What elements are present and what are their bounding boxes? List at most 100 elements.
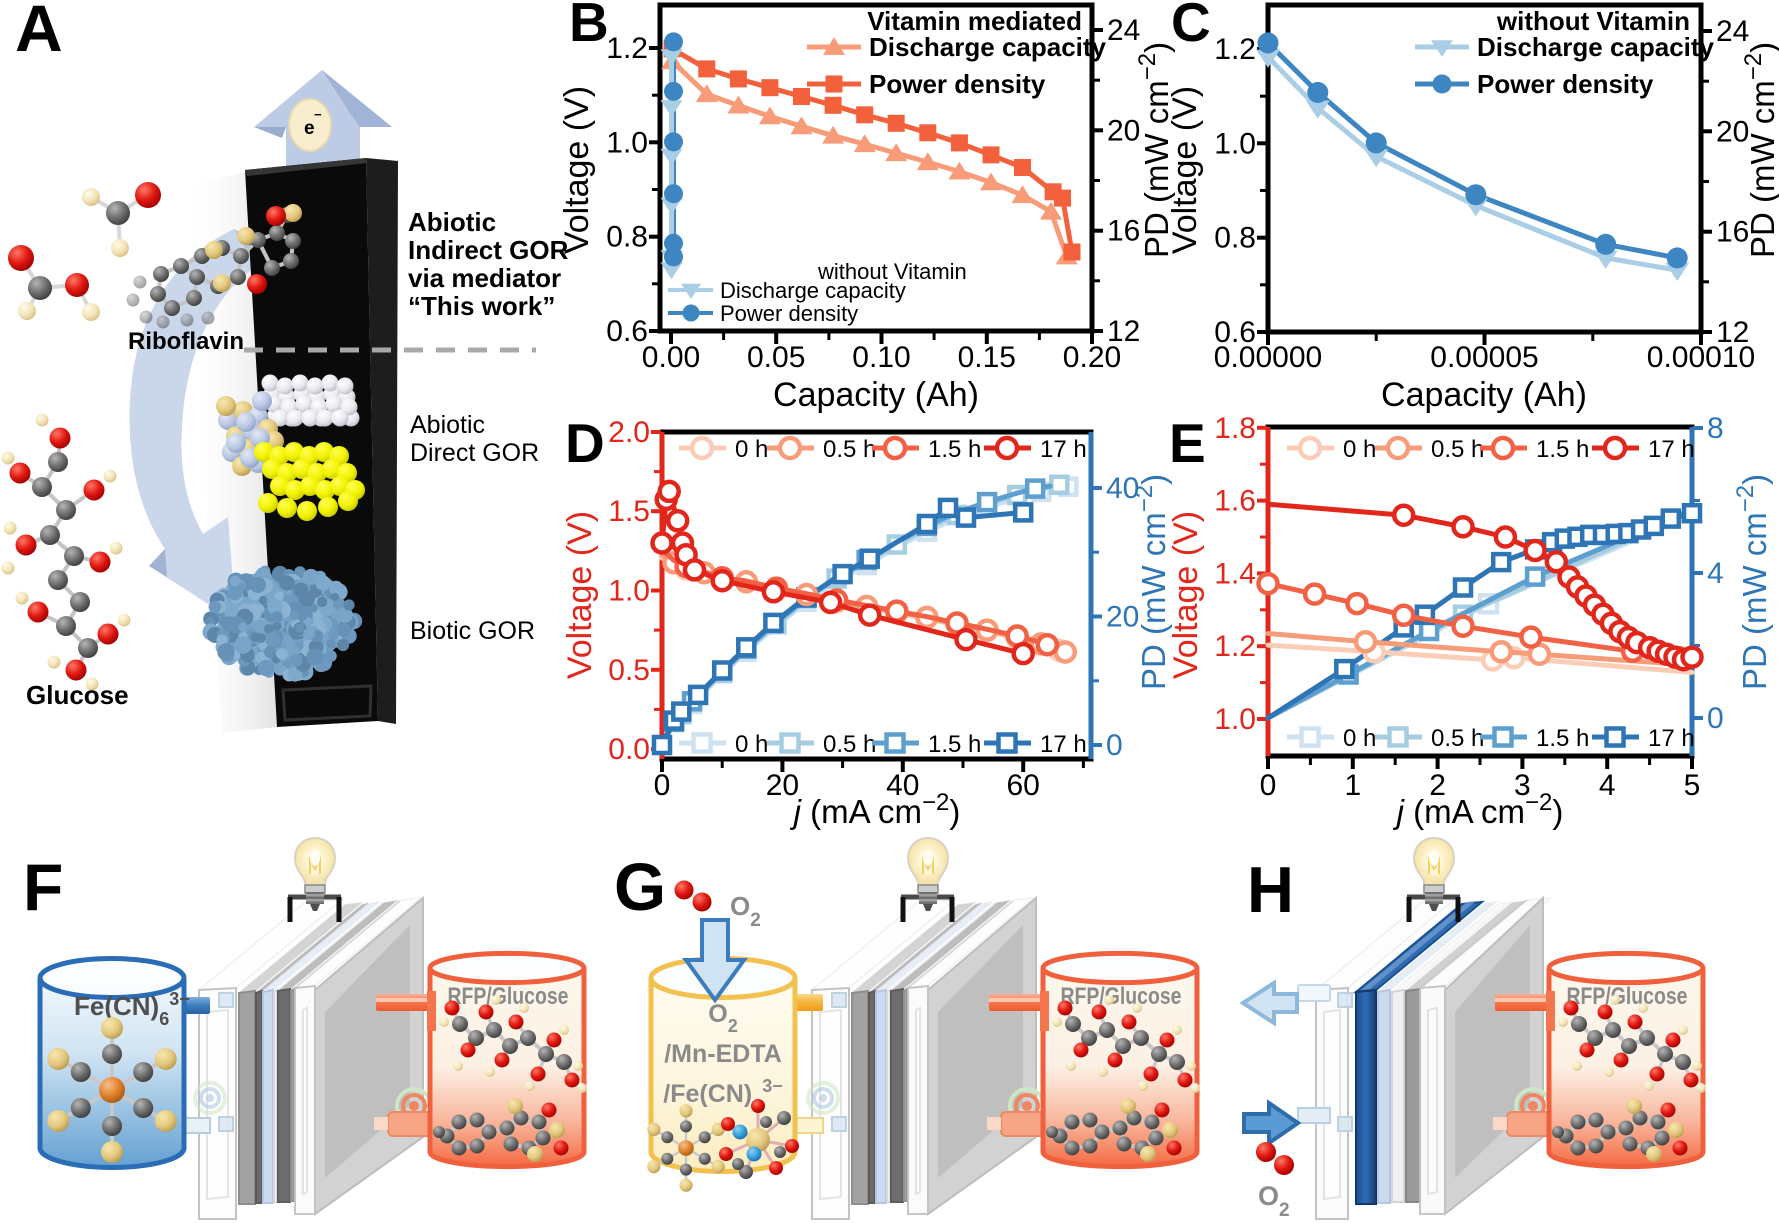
svg-text:40: 40	[1106, 472, 1139, 505]
svg-text:Indirect GOR: Indirect GOR	[408, 235, 569, 265]
svg-text:E: E	[1169, 412, 1206, 474]
svg-text:2: 2	[1429, 769, 1446, 802]
svg-text:0.6: 0.6	[1214, 316, 1256, 349]
svg-text:20: 20	[766, 769, 799, 802]
svg-text:H: H	[1247, 853, 1294, 926]
svg-text:1.0: 1.0	[1214, 703, 1256, 736]
svg-text:0.5 h: 0.5 h	[823, 436, 876, 463]
svg-text:2.0: 2.0	[608, 416, 650, 449]
svg-text:0.00000: 0.00000	[1214, 341, 1322, 374]
svg-text:e: e	[304, 118, 315, 139]
svg-text:0: 0	[1106, 729, 1123, 762]
svg-text:0.5 h: 0.5 h	[1431, 725, 1484, 752]
svg-text:Capacity (Ah): Capacity (Ah)	[773, 376, 979, 414]
svg-text:4: 4	[1599, 769, 1616, 802]
svg-text:0 h: 0 h	[1343, 436, 1376, 463]
svg-text:Glucose: Glucose	[26, 680, 129, 710]
svg-text:Voltage (V): Voltage (V)	[1166, 86, 1204, 254]
svg-text:0.5 h: 0.5 h	[823, 731, 876, 758]
svg-text:1.5 h: 1.5 h	[1536, 436, 1589, 463]
svg-text:60: 60	[1007, 769, 1040, 802]
svg-text:16: 16	[1107, 215, 1140, 248]
svg-text:0 h: 0 h	[1343, 725, 1376, 752]
svg-text:0.10: 0.10	[852, 341, 910, 374]
svg-text:0.05: 0.05	[747, 341, 805, 374]
svg-text:1.2: 1.2	[1214, 33, 1256, 66]
svg-text:A: A	[15, 0, 63, 65]
svg-text:0.6: 0.6	[606, 315, 648, 348]
svg-text:RFP/Glucose: RFP/Glucose	[1567, 983, 1688, 1010]
svg-text:Capacity (Ah): Capacity (Ah)	[1381, 376, 1587, 414]
svg-text:40: 40	[886, 769, 919, 802]
svg-text:0.00010: 0.00010	[1647, 341, 1755, 374]
svg-text:0: 0	[1260, 769, 1277, 802]
svg-text:0.5: 0.5	[608, 654, 650, 687]
svg-text:1.5: 1.5	[608, 495, 650, 528]
svg-text:1.2: 1.2	[606, 32, 648, 65]
svg-text:20: 20	[1106, 601, 1139, 634]
svg-text:Discharge capacity: Discharge capacity	[869, 32, 1107, 62]
svg-text:1: 1	[1344, 769, 1361, 802]
svg-text:Biotic GOR: Biotic GOR	[410, 617, 535, 645]
svg-text:20: 20	[1107, 114, 1140, 147]
svg-text:−: −	[314, 107, 322, 122]
svg-text:24: 24	[1716, 15, 1749, 48]
svg-text:without Vitamin: without Vitamin	[817, 259, 967, 284]
svg-text:0.0: 0.0	[608, 733, 650, 766]
svg-text:0.00005: 0.00005	[1430, 341, 1538, 374]
svg-text:0 h: 0 h	[735, 731, 768, 758]
svg-text:3: 3	[1514, 769, 1531, 802]
svg-text:1.5 h: 1.5 h	[928, 731, 981, 758]
svg-text:0.8: 0.8	[606, 221, 648, 254]
svg-text:PD (mW cm−2): PD (mW cm−2)	[1131, 474, 1173, 690]
svg-text:0 h: 0 h	[735, 436, 768, 463]
svg-text:17 h: 17 h	[1040, 436, 1087, 463]
svg-text:/Mn-EDTA: /Mn-EDTA	[664, 1040, 782, 1068]
svg-text:RFP/Glucose: RFP/Glucose	[448, 983, 569, 1010]
svg-text:1.8: 1.8	[1214, 412, 1256, 445]
svg-text:0.5 h: 0.5 h	[1431, 436, 1484, 463]
svg-text:17 h: 17 h	[1040, 731, 1087, 758]
svg-text:Vitamin mediated: Vitamin mediated	[867, 6, 1082, 36]
svg-text:RFP/Glucose: RFP/Glucose	[1061, 983, 1182, 1010]
svg-text:0: 0	[1707, 702, 1724, 735]
svg-text:1.2: 1.2	[1214, 630, 1256, 663]
svg-text:4: 4	[1707, 557, 1724, 590]
svg-text:F: F	[23, 850, 63, 924]
svg-text:Discharge capacity: Discharge capacity	[720, 278, 906, 303]
svg-text:1.4: 1.4	[1214, 557, 1256, 590]
svg-text:Direct GOR: Direct GOR	[410, 439, 539, 467]
svg-text:0.15: 0.15	[958, 341, 1016, 374]
svg-text:12: 12	[1716, 316, 1749, 349]
svg-text:8: 8	[1707, 412, 1724, 445]
svg-text:1.6: 1.6	[1214, 485, 1256, 518]
svg-text:C: C	[1171, 0, 1211, 53]
svg-text:0.00: 0.00	[642, 341, 700, 374]
svg-text:17 h: 17 h	[1648, 725, 1695, 752]
svg-text:Voltage (V): Voltage (V)	[561, 511, 599, 679]
svg-text:1.0: 1.0	[1214, 127, 1256, 160]
svg-text:0.8: 0.8	[1214, 222, 1256, 255]
svg-text:Discharge capacity: Discharge capacity	[1477, 32, 1715, 62]
svg-text:5: 5	[1684, 769, 1701, 802]
svg-text:Voltage (V): Voltage (V)	[558, 86, 596, 254]
svg-text:1.0: 1.0	[606, 126, 648, 159]
svg-text:24: 24	[1107, 14, 1140, 47]
svg-text:B: B	[569, 0, 609, 53]
svg-text:Power density: Power density	[869, 69, 1046, 99]
svg-text:20: 20	[1716, 115, 1749, 148]
svg-text:12: 12	[1107, 315, 1140, 348]
svg-text:Abiotic: Abiotic	[410, 411, 485, 439]
svg-text:G: G	[614, 850, 666, 925]
svg-text:1.5 h: 1.5 h	[1536, 725, 1589, 752]
svg-text:16: 16	[1716, 216, 1749, 249]
svg-text:17 h: 17 h	[1648, 436, 1695, 463]
svg-text:without Vitamin: without Vitamin	[1496, 6, 1690, 36]
svg-text:1.5 h: 1.5 h	[928, 436, 981, 463]
svg-text:“This work”: “This work”	[408, 291, 555, 321]
svg-text:1.0: 1.0	[608, 575, 650, 608]
svg-text:Power density: Power density	[1477, 69, 1654, 99]
svg-text:Abiotic: Abiotic	[408, 207, 496, 237]
svg-text:Voltage (V): Voltage (V)	[1167, 511, 1205, 679]
svg-text:0: 0	[654, 769, 671, 802]
